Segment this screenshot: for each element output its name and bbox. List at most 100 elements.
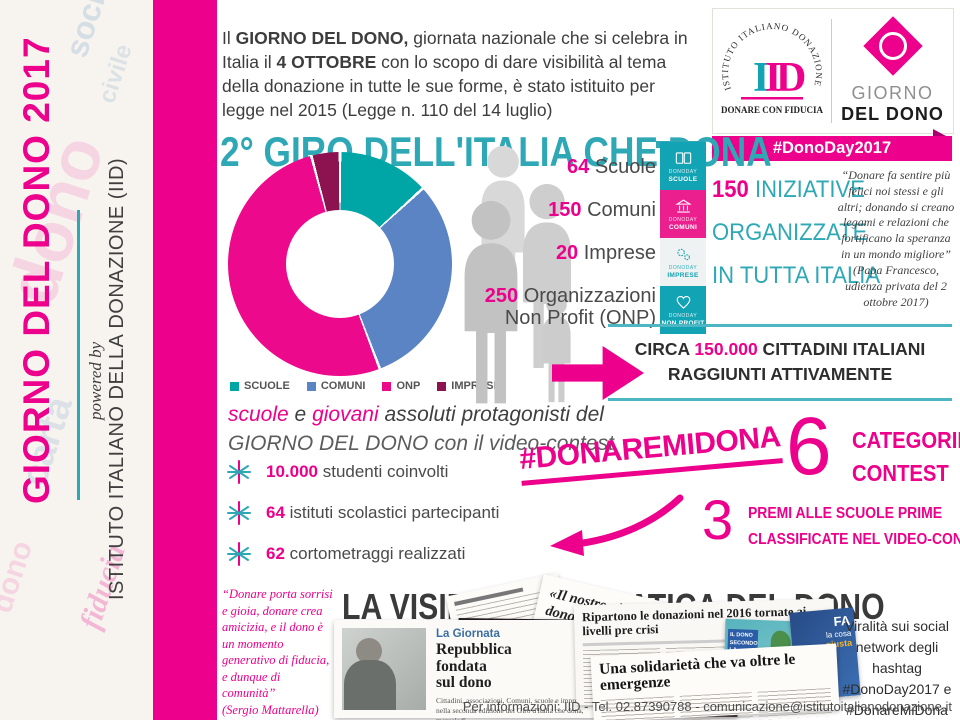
- protagonisti-line1: scuole e giovani assoluti protagonisti d…: [228, 400, 614, 429]
- article-photo: [342, 628, 426, 710]
- chart-legend: SCUOLE COMUNI ONP IMPRESE: [230, 380, 501, 392]
- iid-logo-graphic: ISTITUTO ITALIANO DONAZIONE I I D DONARE…: [720, 21, 824, 115]
- star-bullet-icon: [227, 501, 251, 525]
- legend-item: ONP: [382, 380, 420, 392]
- bullet-value: 64: [266, 503, 285, 522]
- teal-divider: [608, 398, 952, 401]
- donoday-ribbon: #DonoDay2017: [712, 129, 952, 161]
- legend-label: ONP: [396, 380, 421, 392]
- bank-icon: [674, 199, 692, 213]
- tile-imprese: DONODAY IMPRESE: [660, 238, 706, 286]
- tile-tag: DONODAY: [668, 313, 698, 319]
- iid-logo: ISTITUTO ITALIANO DONAZIONE I I D DONARE…: [713, 9, 831, 133]
- stat-imprese: 20 Imprese: [430, 242, 656, 264]
- bullet-label: cortometraggi realizzati: [284, 544, 466, 563]
- highlight-word: scuole: [228, 403, 289, 426]
- intro-bold: 4 OTTOBRE: [276, 51, 377, 72]
- legend-swatch: [382, 381, 392, 391]
- stat-value: 150: [548, 199, 582, 221]
- iniziative-text: ORGANIZZATE: [712, 219, 868, 246]
- brand-giorno: GIORNO: [851, 83, 934, 103]
- left-sidebar: dono sociale civile carta fiducia dono G…: [0, 0, 153, 720]
- stat-label: Non Profit (ONP): [504, 307, 656, 329]
- curved-arrow-icon: [550, 494, 684, 556]
- legend-swatch: [230, 381, 239, 391]
- legend-item: SCUOLE: [230, 380, 290, 392]
- tile-tag: DONODAY: [668, 265, 698, 271]
- reach-number: 150.000: [694, 339, 758, 359]
- intro-text: con lo scopo di dare visibilità al tema …: [222, 51, 667, 120]
- quote-text: “Donare porta sorrisi e gioia, donare cr…: [222, 587, 333, 700]
- label-line: CLASSIFICATE NEL VIDEO-CONTEST: [748, 531, 960, 548]
- newspaper-clipping-la-giornata: La Giornata Repubblica fondata sul dono …: [334, 620, 596, 720]
- legend-label: COMUNI: [320, 380, 366, 392]
- tile-label: IMPRESE: [667, 272, 699, 279]
- book-icon: [675, 152, 691, 164]
- tile-label: COMUNI: [668, 224, 698, 231]
- donoday-hashtag: #DonoDay2017: [772, 139, 892, 157]
- iid-letter: I: [765, 55, 781, 101]
- legend-item: COMUNI: [306, 380, 366, 392]
- organization-name: ISTITUTO ITALIANO DELLA DONAZIONE (IID): [106, 157, 128, 600]
- gears-icon: [676, 248, 690, 261]
- article-headline: Una solidarietà che va oltre le emergenz…: [598, 650, 796, 695]
- heart-icon: [676, 296, 690, 309]
- tile-tag: DONODAY: [668, 217, 698, 223]
- article-headline: sul dono: [436, 674, 492, 692]
- text: e: [288, 403, 313, 426]
- tile-comuni: DONODAY COMUNI: [660, 190, 706, 238]
- star-bullet-icon: [227, 460, 251, 484]
- participation-stats: 64 Scuole 150 Comuni 20 Imprese 250 Orga…: [430, 156, 656, 350]
- teal-divider: [608, 324, 952, 327]
- logo-divider: [831, 19, 832, 123]
- stat-label: Imprese: [578, 242, 656, 264]
- tile-scuole: DONODAY SCUOLE: [660, 142, 706, 190]
- quote-attribution: (Sergio Mattarella): [222, 702, 319, 717]
- watermark-word: dono: [0, 536, 40, 617]
- article-body: Cittadini, associazioni, Comuni, scuole …: [436, 696, 585, 720]
- intro-bold: GIORNO DEL DONO,: [235, 27, 409, 48]
- iniziative-text: INIZIATIVE: [748, 176, 865, 203]
- highlight-word: giovani: [312, 403, 379, 426]
- powered-by-label: powered by: [86, 341, 105, 420]
- logo-block: ISTITUTO ITALIANO DONAZIONE I I D DONARE…: [712, 8, 954, 134]
- article-text: La Giornata Repubblica fondata sul dono …: [436, 628, 588, 720]
- legend-swatch: [437, 381, 447, 391]
- iniziative-text: IN TUTTA ITALIA: [712, 262, 881, 289]
- protagonisti-line2: GIORNO DEL DONO con il video-contest: [228, 432, 614, 455]
- bullet-value: 62: [266, 544, 285, 563]
- bullet-text: 62 cortometraggi realizzati: [266, 544, 465, 564]
- giorno-del-dono-logo: GIORNO DEL DONO: [832, 9, 953, 133]
- intro-text: Il: [222, 27, 236, 48]
- poster-title: GIORNO DEL DONO 2017: [16, 36, 57, 504]
- stat-scuole: 64 Scuole: [430, 156, 656, 178]
- brand-del-dono: DEL DONO: [841, 104, 944, 124]
- social-virality-note: Viralità sui social network degli hashta…: [842, 618, 952, 718]
- footer-contact-info: Per informazioni: IID - Tel. 02.87390788…: [462, 699, 952, 714]
- bullet-item: 10.000 studenti coinvolti: [226, 458, 499, 486]
- stat-value: 20: [555, 242, 579, 264]
- intro-text: giornata nazionale che si celebra in Ita…: [222, 27, 688, 72]
- reach-statement: CIRCA 150.000 CITTADINI ITALIANI RAGGIUN…: [608, 337, 952, 387]
- papa-francesco-quote: “Donare fa sentire più felici noi stessi…: [836, 168, 956, 310]
- intro-paragraph: Il GIORNO DEL DONO, giornata nazionale c…: [222, 26, 696, 122]
- reach-text: CITTADINI ITALIANI: [757, 339, 926, 359]
- stat-label: Scuole: [589, 156, 656, 178]
- label-line: CATEGORIE: [852, 427, 960, 453]
- stat-label: Organizzazioni: [518, 285, 656, 307]
- text: assoluti protagonisti del: [378, 403, 604, 426]
- reach-text: RAGGIUNTI ATTIVAMENTE: [667, 364, 893, 384]
- legend-label: SCUOLE: [244, 380, 290, 392]
- iid-letter: I: [753, 55, 769, 101]
- video-contest-stats: 10.000 studenti coinvolti 64 istituti sc…: [226, 458, 499, 581]
- contest-categories-label: CATEGORIE CONTEST: [852, 424, 960, 490]
- legend-swatch: [306, 381, 316, 391]
- diamond-knot-icon: [862, 16, 923, 76]
- article-kicker: La Giornata: [436, 628, 500, 640]
- iid-letter: D: [776, 55, 806, 101]
- tile-label: NON PROFIT: [661, 320, 704, 327]
- category-tiles: DONODAY SCUOLE DONODAY COMUNI DONODAY IM…: [660, 142, 706, 334]
- bullet-label: istituti scolastici partecipanti: [284, 503, 500, 522]
- pink-accent-bar: [153, 0, 217, 720]
- donut-chart-hole: [286, 210, 394, 318]
